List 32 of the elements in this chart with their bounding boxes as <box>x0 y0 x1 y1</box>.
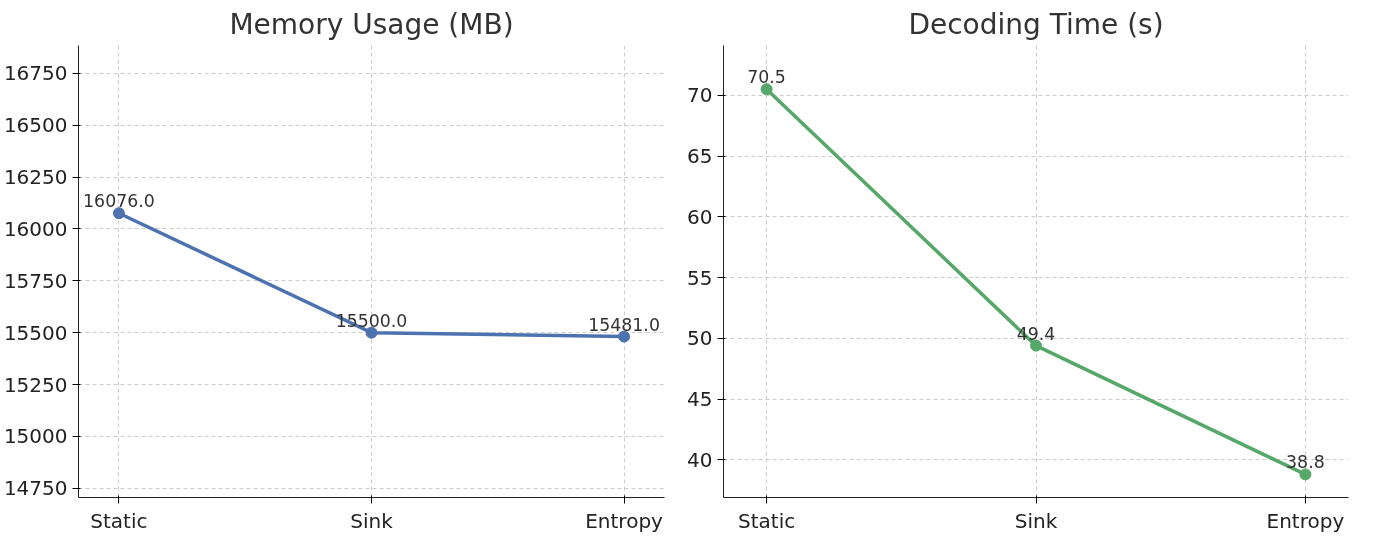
point <box>1299 468 1312 481</box>
y-tick-label: 16750 <box>3 61 68 86</box>
y-tick-label: 50 <box>687 326 713 351</box>
x-tick-label: Sink <box>350 508 394 533</box>
data-label: 16076.0 <box>83 191 155 212</box>
x-tick-label: Static <box>90 508 148 533</box>
x-tick-label: Static <box>738 508 796 533</box>
point <box>760 83 773 96</box>
data-label: 38.8 <box>1286 452 1325 473</box>
y-tick-label: 14750 <box>3 476 68 501</box>
y-tick-label: 65 <box>687 144 713 169</box>
y-tick-label: 60 <box>687 204 713 229</box>
y-tick-label: 70 <box>687 83 713 108</box>
chart-title: Memory Usage (MB) <box>229 7 514 41</box>
y-tick-label: 15000 <box>3 424 68 449</box>
y-tick-label: 16250 <box>3 165 68 190</box>
point <box>618 330 631 343</box>
y-tick-label: 55 <box>687 265 713 290</box>
y-tick-label: 40 <box>687 447 713 472</box>
chart-title: Decoding Time (s) <box>908 7 1164 41</box>
y-tick-label: 16000 <box>3 217 68 241</box>
y-tick-label: 15500 <box>3 320 68 345</box>
x-tick-label: Entropy <box>585 508 664 533</box>
y-tick-label: 15250 <box>3 372 68 397</box>
x-tick-label: Sink <box>1014 508 1058 533</box>
data-label: 15481.0 <box>588 314 660 335</box>
x-tick-label: Entropy <box>1266 508 1345 533</box>
y-tick-label: 45 <box>687 387 713 412</box>
y-tick-label: 16500 <box>3 113 68 138</box>
data-label: 70.5 <box>747 67 786 88</box>
y-tick-label: 15750 <box>3 268 68 293</box>
point <box>112 207 125 220</box>
